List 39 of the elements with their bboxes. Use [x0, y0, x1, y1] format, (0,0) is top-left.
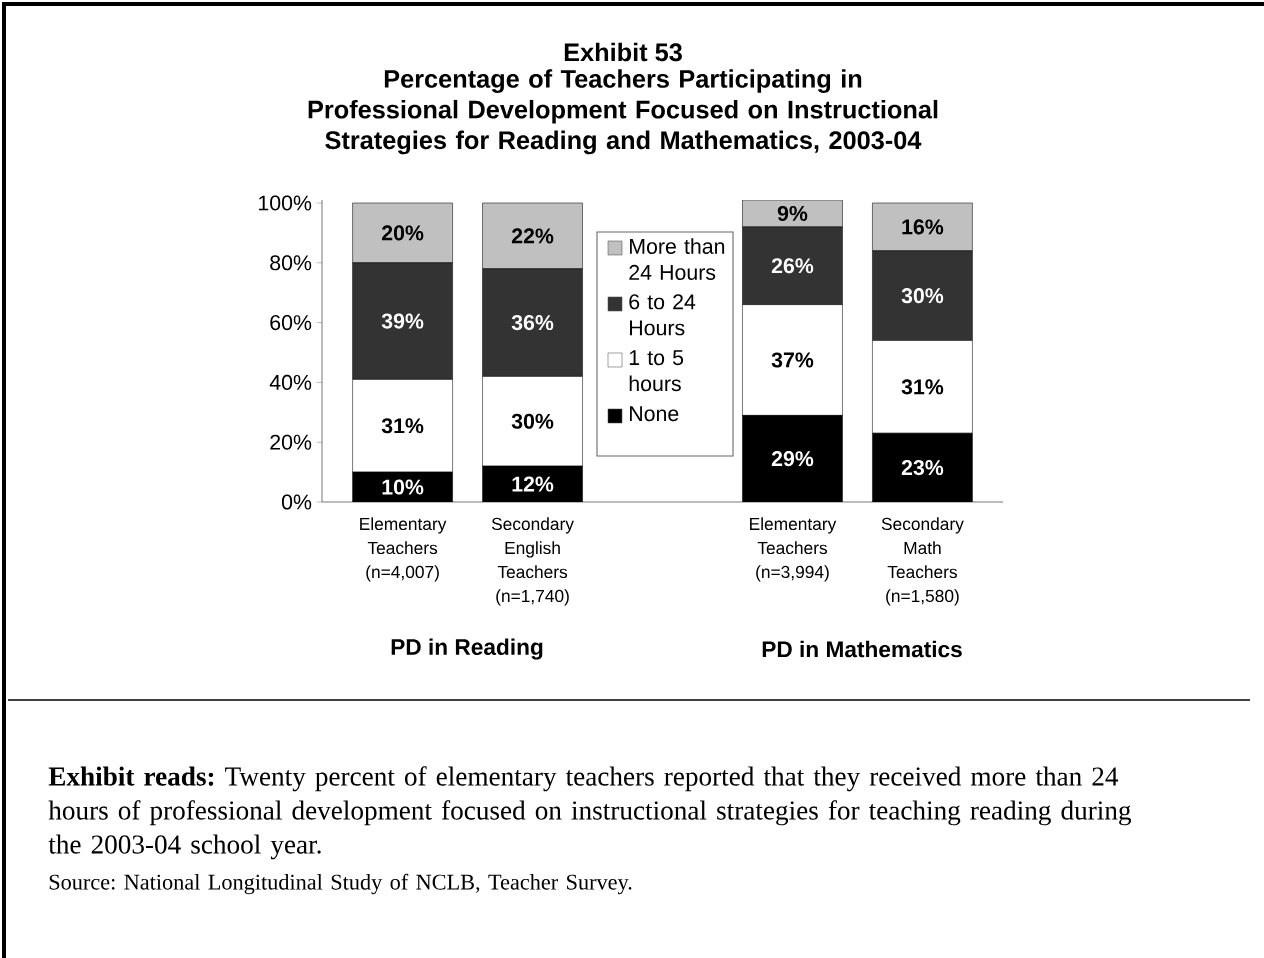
- data-label: 20%: [381, 225, 424, 241]
- chart-subtitle: Percentage of Teachers Participating in Professional Development Focused on Instructional Strategies for Reading and Mathematics, 2003-04: [308, 69, 938, 155]
- y-tick-label: 40%: [269, 374, 312, 390]
- x-tick-label: Secondary Math Teachers (n=1,580): [881, 517, 964, 606]
- legend-label: None: [630, 406, 679, 422]
- x-tick-label: Elementary Teachers (n=3,994): [750, 517, 837, 582]
- data-label: 23%: [901, 460, 944, 476]
- y-tick-label: 20%: [270, 434, 312, 450]
- data-label: 26%: [771, 258, 814, 274]
- y-tick-label: 80%: [270, 255, 312, 271]
- legend-label: More than 24 Hours: [629, 238, 725, 280]
- x-tick-label: Secondary English Teachers (n=1,740): [491, 517, 574, 606]
- bar: [352, 202, 453, 264]
- bar: [872, 202, 973, 252]
- data-label: 30%: [901, 288, 944, 304]
- bar: [482, 202, 583, 270]
- data-label: 22%: [511, 228, 554, 244]
- data-label: 31%: [381, 418, 424, 434]
- text: PD in Mathematics: [762, 640, 962, 658]
- y-tick-label: 0%: [281, 494, 312, 510]
- data-label: 10%: [382, 479, 424, 495]
- data-label: 29%: [771, 451, 814, 467]
- legend-label: 6 to 24 Hours: [629, 294, 696, 336]
- data-label: 12%: [512, 476, 554, 492]
- text: Exhibit reads: Twenty percent of elementary teachers reported that they received more than 24 hours of professional development focused on instructional strategies for teaching reading during the 2003-04 school year.: [48, 766, 1132, 860]
- data-label: 30%: [511, 413, 554, 429]
- data-label: 36%: [511, 315, 554, 331]
- data-label: 16%: [902, 219, 944, 235]
- data-label: 37%: [771, 352, 814, 368]
- data-label: 39%: [381, 313, 424, 329]
- text: PD in Reading: [391, 638, 543, 660]
- source-note: Source: National Longitudinal Study of NCLB, Teacher Survey.: [49, 873, 632, 895]
- data-label: 9%: [777, 205, 808, 221]
- y-tick-label: 100%: [259, 195, 312, 211]
- data-label: 31%: [901, 379, 944, 395]
- y-tick-label: 60%: [270, 315, 312, 331]
- chart-title: Exhibit 53: [564, 42, 682, 62]
- x-tick-label: Elementary Teachers (n=4,007): [360, 517, 447, 582]
- text: 1 to 5 hours: [629, 350, 684, 392]
